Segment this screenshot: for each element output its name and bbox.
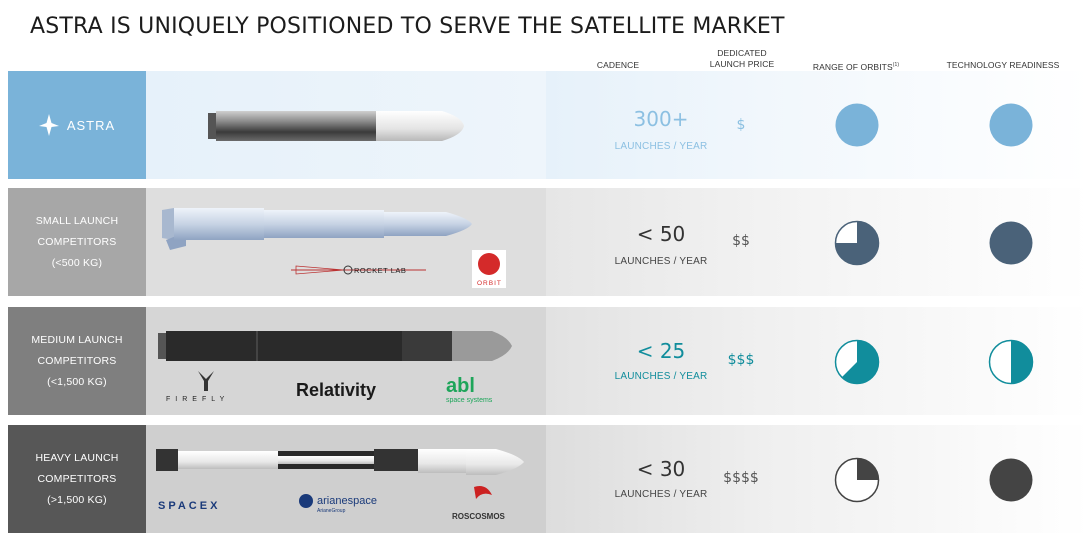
small-rocket-image: ROCKET LAB ORBIT <box>162 208 506 288</box>
medium-cadence-unit: LAUNCHES / YEAR <box>614 371 708 382</box>
heavy-orbits-pie <box>834 457 880 503</box>
medium-label-line1: MEDIUM LAUNCH <box>31 333 123 346</box>
header-price: DEDICATED LAUNCH PRICE <box>700 48 784 70</box>
small-price: $$ <box>732 233 750 249</box>
abl-logo-sub: space systems <box>446 397 493 404</box>
firefly-logo-text: FIREFLY <box>166 396 229 403</box>
medium-stats: < 25 LAUNCHES / YEAR $$$ <box>546 307 1090 415</box>
virgin-orbit-logo: ORBIT <box>477 280 502 287</box>
pie-background <box>989 221 1033 265</box>
heavy-cadence: < 30 <box>636 457 686 481</box>
medium-label-line2: COMPETITORS <box>37 354 117 367</box>
astra-rocket-image <box>208 111 464 141</box>
spacex-logo: SPACEX <box>158 500 220 512</box>
pie-background <box>989 458 1033 502</box>
heavy-label-line3: (>1,500 KG) <box>47 493 107 506</box>
astra-cadence-unit: LAUNCHES / YEAR <box>614 141 708 152</box>
astra-brand: ASTRA <box>66 117 116 133</box>
medium-price: $$$ <box>727 352 755 368</box>
medium-cadence: < 25 <box>636 339 686 363</box>
small-readiness-pie <box>989 221 1033 265</box>
pie-slice <box>841 340 879 384</box>
heavy-price: $$$$ <box>723 470 759 486</box>
astra-star-icon <box>38 114 59 136</box>
header-orbits-label: RANGE OF ORBITS <box>812 61 893 72</box>
astra-cadence: 300+ <box>633 107 689 131</box>
pie-slice <box>1011 340 1033 384</box>
abl-logo: abl <box>446 375 475 397</box>
small-label-line1: SMALL LAUNCH <box>35 214 119 227</box>
small-label-line3: (<500 KG) <box>51 256 103 269</box>
small-label-line2: COMPETITORS <box>37 235 117 248</box>
medium-readiness-pie <box>988 339 1034 385</box>
small-rocket-panel: ROCKET LAB ORBIT <box>146 188 546 296</box>
row-small-launch: SMALL LAUNCH COMPETITORS (<500 KG) ROCKE… <box>8 188 1090 296</box>
medium-label-box: MEDIUM LAUNCH COMPETITORS (<1,500 KG) <box>8 307 146 415</box>
heavy-cadence-unit: LAUNCHES / YEAR <box>614 489 708 500</box>
row-heavy-launch: HEAVY LAUNCH COMPETITORS (>1,500 KG) SPA… <box>8 425 1090 533</box>
rocketlab-logo: ROCKET LAB <box>354 266 406 275</box>
medium-rocket-panel: FIREFLY Relativity abl space systems <box>146 307 546 415</box>
pie-slice <box>857 458 879 480</box>
pie-slice <box>835 221 879 265</box>
roscosmos-logo: ROSCOSMOS <box>452 512 506 521</box>
medium-rocket-image: FIREFLY Relativity abl space systems <box>158 331 512 404</box>
header-orbits-footnote: (1) <box>892 62 900 68</box>
small-row-arrow <box>528 188 548 296</box>
heavy-label-line2: COMPETITORS <box>37 472 117 485</box>
page-title: ASTRA IS UNIQUELY POSITIONED TO SERVE TH… <box>30 14 785 39</box>
astra-label-box: ASTRA <box>8 71 146 179</box>
astra-readiness-pie <box>989 103 1033 147</box>
heavy-readiness-pie <box>989 458 1033 502</box>
small-cadence: < 50 <box>636 222 686 246</box>
header-orbits: RANGE OF ORBITS(1) <box>806 60 906 73</box>
firefly-logo: FIREFLY <box>166 371 229 403</box>
header-cadence: CADENCE <box>596 60 640 70</box>
pie-background <box>835 103 879 147</box>
pie-background <box>989 103 1033 147</box>
medium-label-line3: (<1,500 KG) <box>47 375 107 388</box>
heavy-label-box: HEAVY LAUNCH COMPETITORS (>1,500 KG) <box>8 425 146 533</box>
small-orbits-pie <box>834 220 880 266</box>
astra-rocket-panel <box>146 71 546 179</box>
heavy-row-arrow <box>528 425 548 533</box>
arianespace-logo: arianespace <box>317 495 377 507</box>
relativity-logo: Relativity <box>296 380 376 400</box>
heavy-label-line1: HEAVY LAUNCH <box>35 451 119 464</box>
small-cadence-unit: LAUNCHES / YEAR <box>614 256 708 267</box>
row-astra: ASTRA 300+ LAUNCHES / YEAR $ <box>8 71 1090 179</box>
header-readiness: TECHNOLOGY READINESS <box>946 60 1060 70</box>
heavy-stats: < 30 LAUNCHES / YEAR $$$$ <box>546 425 1090 533</box>
astra-stats: 300+ LAUNCHES / YEAR $ <box>546 71 1090 179</box>
arianegroup-logo: ArianeGroup <box>317 508 346 514</box>
heavy-rocket-panel: SPACEX arianespace ArianeGroup ROSCOSMOS <box>146 425 546 533</box>
medium-row-arrow <box>528 307 548 415</box>
row-medium-launch: MEDIUM LAUNCH COMPETITORS (<1,500 KG) FI… <box>8 307 1090 415</box>
small-label-box: SMALL LAUNCH COMPETITORS (<500 KG) <box>8 188 146 296</box>
small-stats: < 50 LAUNCHES / YEAR $$ <box>546 188 1090 296</box>
heavy-rocket-image: SPACEX arianespace ArianeGroup ROSCOSMOS <box>156 449 524 521</box>
astra-orbits-pie <box>835 103 879 147</box>
medium-orbits-pie <box>834 339 880 385</box>
astra-price: $ <box>736 117 746 133</box>
header-price-line1: DEDICATED <box>717 48 767 58</box>
header-price-line2: LAUNCH PRICE <box>709 59 775 69</box>
astra-row-arrow <box>528 71 548 179</box>
